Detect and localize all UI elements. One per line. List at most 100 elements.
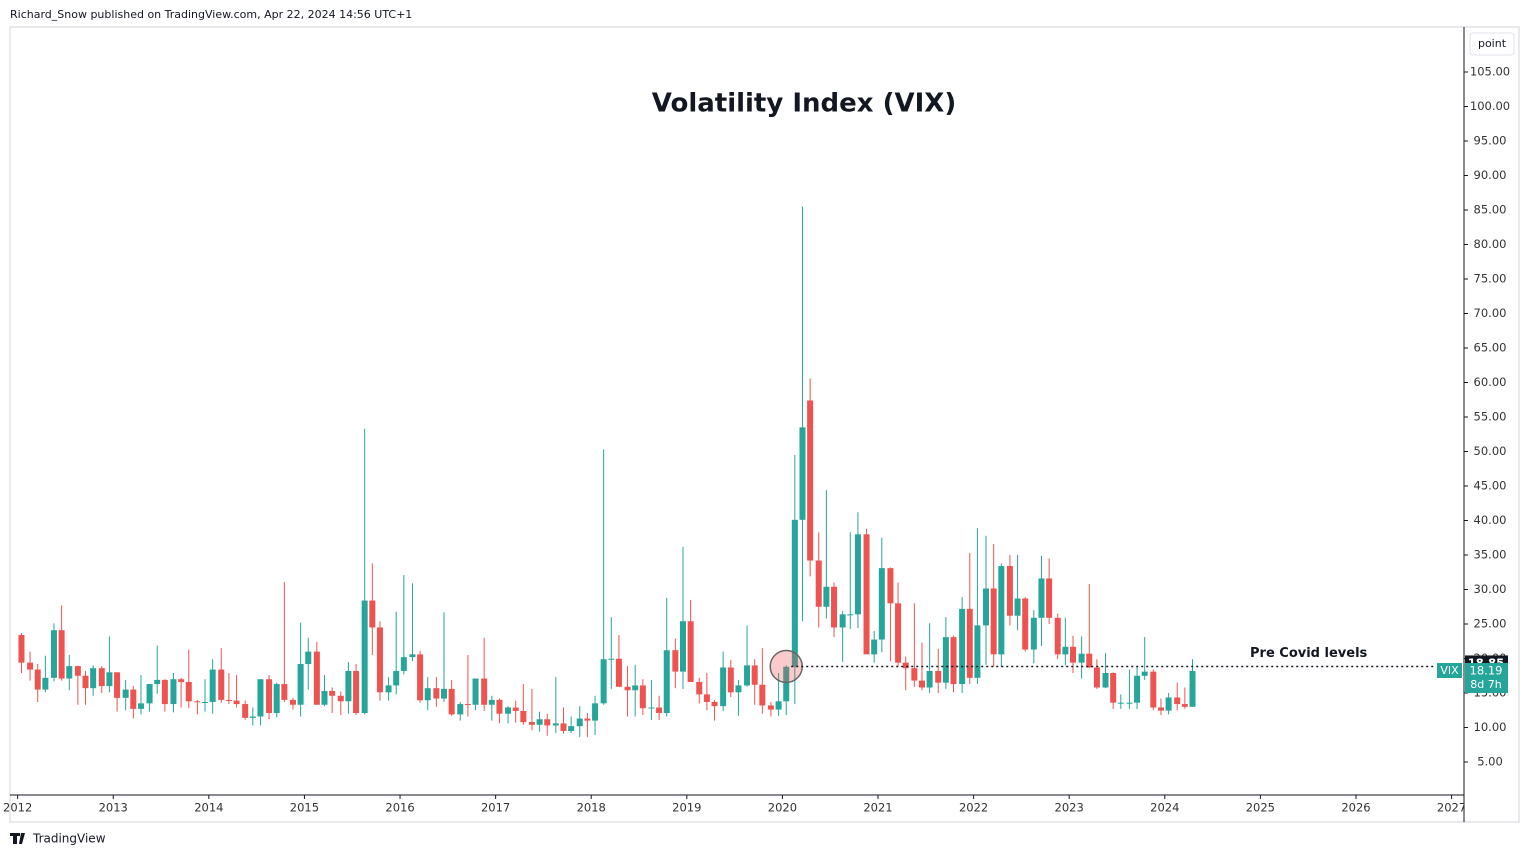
candle-body — [990, 588, 997, 655]
candle-body — [568, 726, 575, 731]
candle-body — [720, 667, 727, 707]
candle-body — [974, 625, 981, 678]
y-tick-label: 45.00 — [1474, 479, 1507, 493]
y-tick-label: 80.00 — [1474, 237, 1507, 251]
candle-body — [337, 695, 344, 702]
y-tick-label: 90.00 — [1474, 168, 1507, 182]
candle-body — [1046, 578, 1053, 618]
candle-body — [998, 566, 1005, 655]
candle-body — [679, 621, 686, 672]
candle-body — [1189, 671, 1196, 707]
candle-body — [966, 608, 973, 678]
candle-body — [576, 718, 583, 727]
x-tick-label: 2026 — [1341, 801, 1370, 815]
candle-body — [448, 688, 455, 715]
candle-body — [600, 659, 607, 704]
candle-body — [233, 700, 240, 705]
frame — [9, 26, 1520, 823]
symbol-label: VIX — [1440, 664, 1459, 677]
last-price-label: 18.19 — [1470, 664, 1503, 678]
candle-body — [170, 679, 177, 705]
candle-body — [639, 685, 646, 709]
candle-body — [1174, 697, 1181, 705]
candle-body — [297, 664, 304, 705]
candle-body — [106, 672, 113, 687]
candle-body — [839, 614, 846, 628]
candle-body — [1086, 653, 1093, 668]
symbol-label-box — [1437, 663, 1462, 679]
y-tick-label: 65.00 — [1474, 341, 1507, 355]
candle-body — [815, 560, 822, 607]
candle-body — [711, 701, 718, 707]
candle-body — [902, 662, 909, 669]
y-tick-label: 5.00 — [1477, 755, 1503, 769]
candle-body — [74, 666, 81, 676]
candle-body — [50, 630, 57, 678]
candle-body — [417, 654, 424, 701]
candle-body — [1006, 566, 1013, 616]
candle-body — [823, 586, 830, 607]
y-tick-label: 25.00 — [1474, 617, 1507, 631]
candle-body — [98, 668, 105, 687]
candle-body — [137, 703, 144, 709]
candle-body — [918, 680, 925, 688]
countdown-label: 8d 7h — [1470, 678, 1501, 691]
y-tick-label: 50.00 — [1474, 444, 1507, 458]
candle-body — [759, 684, 766, 706]
y-tick-label: 75.00 — [1474, 271, 1507, 285]
y-tick-label: 105.00 — [1470, 64, 1510, 78]
candle-body — [878, 568, 885, 640]
candle-body — [926, 670, 933, 688]
scale-button[interactable] — [1469, 32, 1515, 56]
candle-body — [663, 650, 670, 714]
candle-body — [1078, 653, 1085, 663]
y-tick-label: 85.00 — [1474, 202, 1507, 216]
candle-body — [520, 710, 527, 722]
candle-body — [218, 669, 225, 700]
candle-body — [433, 688, 440, 699]
candle-body — [592, 703, 599, 721]
y-tick-label: 60.00 — [1474, 375, 1507, 389]
candle-body — [1102, 673, 1109, 688]
candle-body — [1062, 646, 1069, 655]
candle-body — [257, 679, 264, 717]
candle-body — [1165, 697, 1172, 711]
candle-body — [58, 630, 65, 679]
candle-body — [225, 699, 232, 701]
x-tick-label: 2023 — [1055, 801, 1084, 815]
candle-body — [185, 681, 192, 702]
candle-body — [727, 667, 734, 693]
header: Richard_Snow published on TradingView.co… — [10, 8, 412, 21]
candle-body — [90, 668, 97, 689]
candle-body — [791, 519, 798, 667]
y-tick-label: 40.00 — [1474, 513, 1507, 527]
candle-body — [488, 699, 495, 705]
candle-body — [751, 665, 758, 685]
candle-body — [831, 586, 838, 628]
candle-body — [847, 614, 854, 616]
candle-body — [464, 704, 471, 706]
candle-body — [161, 679, 168, 705]
candle-body — [1141, 671, 1148, 676]
scale-button-label[interactable]: point — [1478, 37, 1507, 50]
chart-title: Volatility Index (VIX) — [652, 89, 956, 119]
candle-body — [1117, 702, 1124, 704]
candle-body — [242, 704, 249, 718]
candle-body — [321, 690, 328, 705]
brand-logo — [10, 833, 25, 844]
candle-body — [1150, 671, 1157, 708]
candle-body — [1030, 617, 1037, 650]
candle-body — [608, 658, 615, 660]
candle-body — [1181, 704, 1188, 707]
x-tick-label: 2027 — [1437, 801, 1466, 815]
x-tick-label: 2013 — [99, 801, 128, 815]
candle-body — [1054, 617, 1061, 655]
candle-body — [18, 635, 25, 663]
x-tick-label: 2024 — [1150, 801, 1179, 815]
candle-body — [130, 689, 137, 709]
candle-body — [950, 637, 957, 685]
candle-body — [783, 666, 790, 702]
candle-body — [942, 637, 949, 683]
x-tick-label: 2016 — [385, 801, 414, 815]
